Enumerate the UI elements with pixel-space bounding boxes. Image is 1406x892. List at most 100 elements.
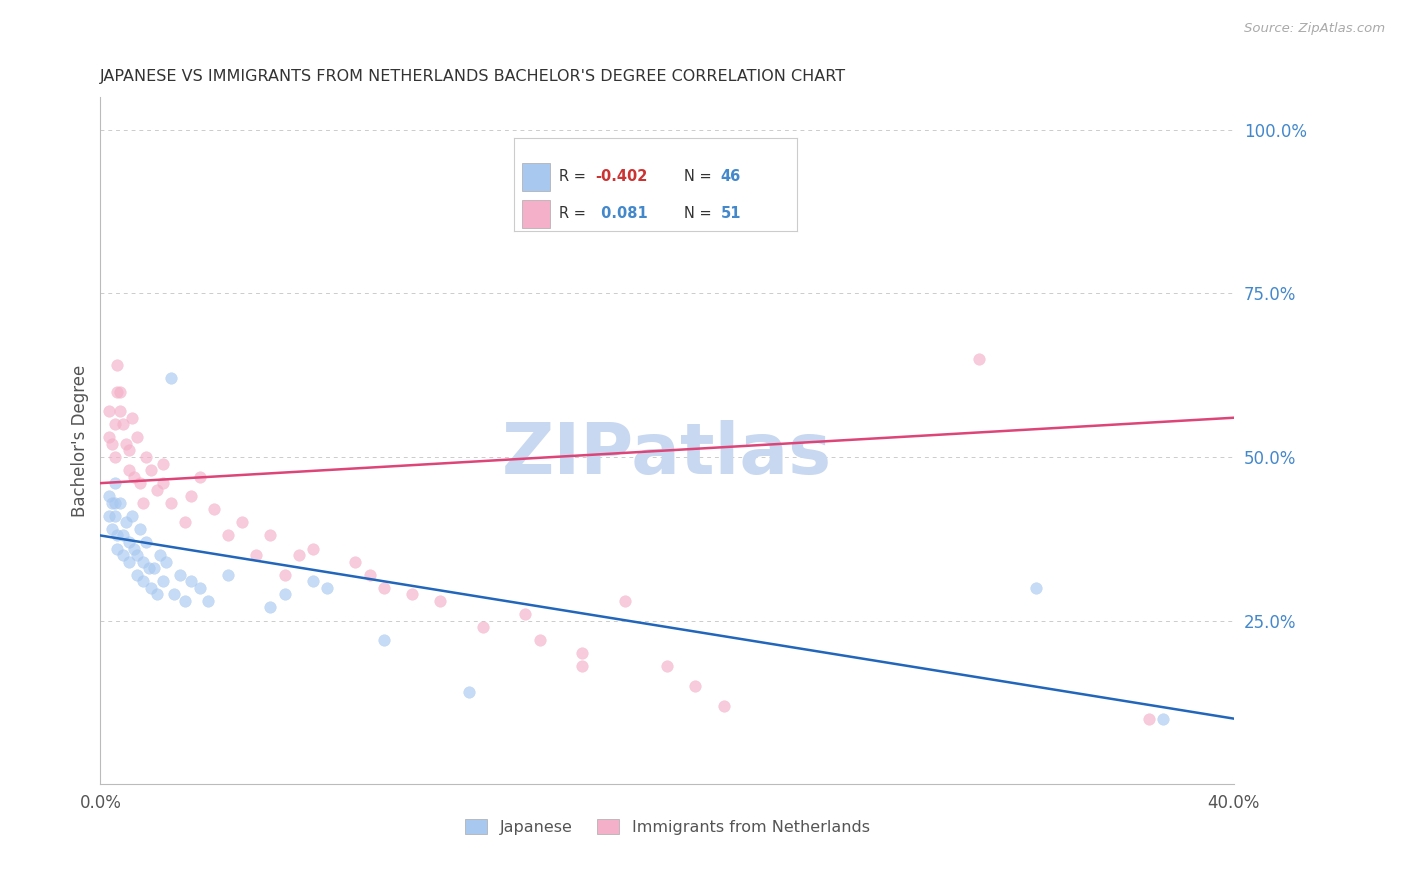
- Point: [132, 574, 155, 589]
- Point: [127, 548, 149, 562]
- Y-axis label: Bachelor's Degree: Bachelor's Degree: [72, 365, 89, 516]
- Point: [115, 516, 138, 530]
- Point: [138, 561, 160, 575]
- Point: [713, 698, 735, 713]
- Point: [97, 430, 120, 444]
- Point: [129, 476, 152, 491]
- Point: [188, 581, 211, 595]
- Point: [967, 351, 990, 366]
- Point: [401, 587, 423, 601]
- Point: [124, 541, 146, 556]
- Text: 51: 51: [720, 206, 741, 221]
- Point: [146, 483, 169, 497]
- Point: [302, 574, 325, 589]
- Point: [118, 443, 141, 458]
- Point: [132, 496, 155, 510]
- Point: [571, 646, 593, 660]
- Point: [108, 496, 131, 510]
- Point: [163, 587, 186, 601]
- Point: [613, 594, 636, 608]
- Point: [121, 410, 143, 425]
- Point: [152, 457, 174, 471]
- Point: [155, 555, 177, 569]
- Point: [143, 561, 166, 575]
- Text: 46: 46: [720, 169, 741, 185]
- Point: [202, 502, 225, 516]
- Point: [152, 476, 174, 491]
- Point: [685, 679, 707, 693]
- Point: [105, 528, 128, 542]
- Point: [373, 581, 395, 595]
- Point: [259, 528, 281, 542]
- Text: ZIPatlas: ZIPatlas: [502, 420, 832, 489]
- Point: [571, 659, 593, 673]
- Point: [97, 489, 120, 503]
- Text: R =: R =: [558, 206, 591, 221]
- Point: [124, 469, 146, 483]
- Point: [149, 548, 172, 562]
- Point: [127, 567, 149, 582]
- Text: R =: R =: [558, 169, 591, 185]
- Point: [115, 437, 138, 451]
- Point: [111, 528, 134, 542]
- Point: [118, 535, 141, 549]
- Text: N =: N =: [683, 206, 716, 221]
- Legend: Japanese, Immigrants from Netherlands: Japanese, Immigrants from Netherlands: [458, 813, 876, 841]
- Point: [108, 384, 131, 399]
- Point: [105, 359, 128, 373]
- Point: [344, 555, 367, 569]
- Point: [287, 548, 309, 562]
- Point: [111, 417, 134, 432]
- Text: -0.402: -0.402: [596, 169, 648, 185]
- Point: [132, 555, 155, 569]
- Point: [655, 659, 678, 673]
- Point: [160, 496, 183, 510]
- Point: [152, 574, 174, 589]
- Point: [135, 450, 157, 464]
- Point: [100, 437, 122, 451]
- Point: [135, 535, 157, 549]
- Point: [373, 633, 395, 648]
- Point: [259, 600, 281, 615]
- Point: [97, 404, 120, 418]
- Point: [121, 508, 143, 523]
- Text: 0.081: 0.081: [596, 206, 647, 221]
- Point: [1137, 712, 1160, 726]
- Point: [302, 541, 325, 556]
- Point: [197, 594, 219, 608]
- Point: [141, 463, 163, 477]
- Point: [103, 496, 125, 510]
- Point: [1025, 581, 1047, 595]
- Point: [97, 508, 120, 523]
- Point: [316, 581, 339, 595]
- Point: [273, 567, 295, 582]
- Point: [111, 548, 134, 562]
- Point: [359, 567, 381, 582]
- Point: [105, 384, 128, 399]
- Point: [103, 417, 125, 432]
- Point: [180, 574, 202, 589]
- Point: [471, 620, 494, 634]
- Point: [103, 508, 125, 523]
- Point: [127, 430, 149, 444]
- Point: [169, 567, 191, 582]
- Point: [429, 594, 451, 608]
- Point: [180, 489, 202, 503]
- Point: [273, 587, 295, 601]
- Point: [160, 371, 183, 385]
- Point: [457, 685, 479, 699]
- Point: [245, 548, 267, 562]
- Point: [529, 633, 551, 648]
- Text: N =: N =: [683, 169, 716, 185]
- Point: [188, 469, 211, 483]
- Point: [217, 567, 239, 582]
- Point: [1152, 712, 1174, 726]
- Point: [146, 587, 169, 601]
- Point: [100, 522, 122, 536]
- Point: [118, 555, 141, 569]
- Point: [174, 594, 197, 608]
- Point: [103, 450, 125, 464]
- Point: [105, 541, 128, 556]
- Point: [231, 516, 253, 530]
- Point: [100, 496, 122, 510]
